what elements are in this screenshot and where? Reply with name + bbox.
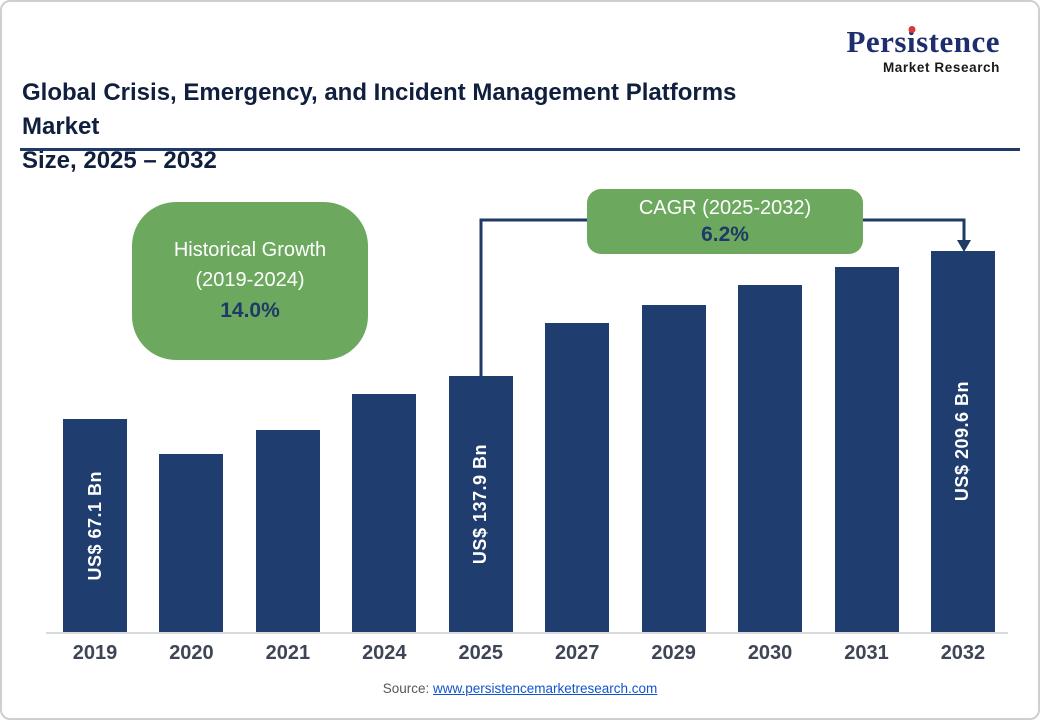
x-axis-label-2030: 2030: [747, 642, 793, 664]
source-link[interactable]: www.persistencemarketresearch.com: [432, 681, 658, 696]
bar-2032: US$ 209.6 Bn: [930, 251, 995, 632]
historical-growth-period: (2019-2024): [195, 269, 305, 291]
x-axis-line: [46, 632, 1008, 634]
historical-growth-callout: Historical Growth (2019-2024) 14.0%: [132, 202, 368, 360]
bar-2025: US$ 137.9 Bn: [448, 376, 513, 632]
x-axis-label-2027: 2027: [554, 642, 600, 664]
title-divider: [20, 148, 1020, 151]
x-axis-label-2020: 2020: [169, 642, 214, 664]
cagr-label: CAGR (2025-2032): [638, 196, 812, 219]
bar-2021: [255, 430, 320, 632]
bar-value-label-2025: US$ 137.9 Bn: [470, 443, 491, 565]
bar-2024: [352, 394, 417, 632]
source-prefix: Source:: [382, 681, 433, 696]
bar-2019: US$ 67.1 Bn: [63, 419, 127, 632]
brand-logo-text: Persistence: [846, 24, 1000, 59]
bar-value-label-wrap: US$ 209.6 Bn: [931, 251, 995, 632]
historical-growth-label: Historical Growth: [173, 239, 327, 261]
x-axis-label-2031: 2031: [844, 642, 889, 664]
x-axis-label-2029: 2029: [651, 642, 696, 664]
historical-growth-value: 14.0%: [220, 299, 280, 322]
cagr-value: 6.2%: [701, 222, 749, 246]
x-axis-label-2032: 2032: [940, 642, 986, 664]
bar-value-label-2019: US$ 67.1 Bn: [84, 470, 105, 581]
page-title-line2: Size, 2025 – 2032: [22, 147, 217, 175]
bar-2020: [159, 454, 224, 632]
brand-logo-red-dot-i: i: [906, 24, 917, 59]
cagr-callout: CAGR (2025-2032) 6.2%: [587, 189, 863, 254]
bar-2031: [834, 267, 899, 632]
bar-2029: [641, 305, 706, 632]
x-axis-label-2019: 2019: [72, 642, 118, 664]
bar-value-label-2032: US$ 209.6 Bn: [952, 381, 973, 502]
brand-logo-subtitle: Market Research: [882, 60, 1000, 75]
brand-logo: Persistence Market Research: [846, 26, 1000, 75]
bar-value-label-wrap: US$ 67.1 Bn: [63, 419, 127, 632]
x-axis-label-2021: 2021: [265, 642, 311, 664]
bar-series: US$ 67.1 Bn US$ 137.9 Bn US$ 209.6 Bn: [63, 232, 995, 632]
bar-2030: [738, 285, 803, 632]
x-axis-labels: 2019 2020 2021 2024 2025 2027 2029 2030 2031 2032: [63, 642, 995, 665]
x-axis-label-2025: 2025: [458, 642, 504, 664]
page-title-line1: Global Crisis, Emergency, and Incident M…: [22, 79, 737, 141]
x-axis-label-2024: 2024: [362, 642, 407, 664]
page-title: Global Crisis, Emergency, and Incident M…: [22, 76, 802, 178]
bar-value-label-wrap: US$ 137.9 Bn: [449, 376, 513, 632]
bar-2027: [545, 323, 610, 632]
source-line: Source: www.persistencemarketresearch.co…: [2, 681, 1038, 696]
